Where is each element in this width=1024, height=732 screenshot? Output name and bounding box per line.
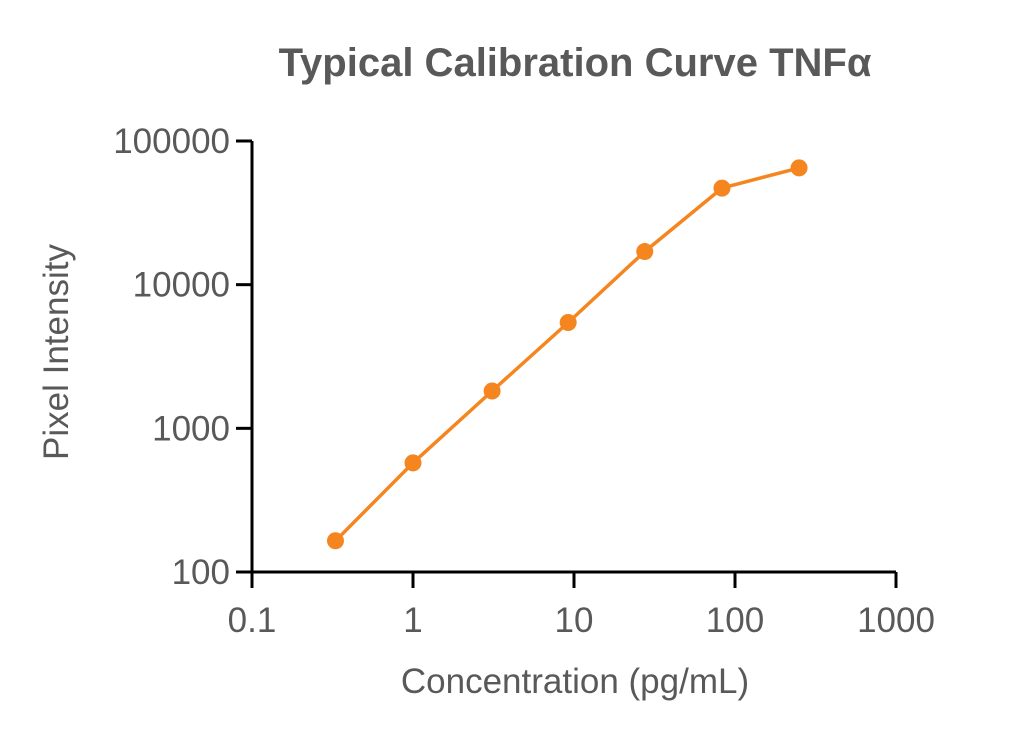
x-tick-label: 100 [706, 601, 764, 640]
x-tick-label: 10 [555, 601, 594, 640]
x-tick-label: 1000 [857, 601, 935, 640]
x-axis-ticks: 0.1 1 10 100 1000 [228, 572, 935, 640]
data-point [713, 179, 731, 197]
y-tick-label: 100000 [113, 122, 230, 161]
chart-title: Typical Calibration Curve TNFα [279, 41, 872, 85]
data-point [404, 454, 422, 472]
x-axis-label: Concentration (pg/mL) [401, 662, 749, 701]
x-tick-label: 1 [403, 601, 422, 640]
y-tick-label: 1000 [152, 409, 230, 448]
x-tick-label: 0.1 [228, 601, 277, 640]
data-point [559, 314, 577, 332]
data-point [483, 382, 501, 400]
y-axis-label: Pixel Intensity [37, 244, 76, 460]
y-tick-label: 100 [172, 553, 230, 592]
data-point [790, 159, 808, 177]
y-tick-label: 10000 [133, 266, 230, 305]
data-series [326, 159, 808, 550]
y-axis-ticks: 100 1000 10000 100000 [113, 122, 252, 592]
series-line [333, 166, 801, 543]
data-point [326, 532, 344, 550]
data-point [636, 243, 654, 261]
